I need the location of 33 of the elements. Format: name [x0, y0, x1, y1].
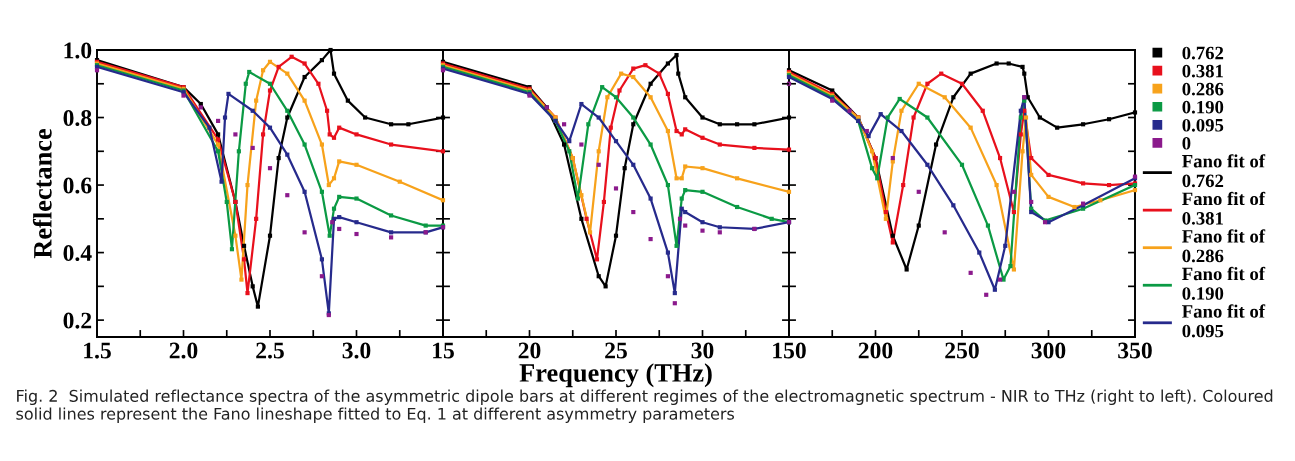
- y-tick-label: 1.0: [64, 42, 92, 59]
- y-tick-label: 0.4: [63, 245, 92, 262]
- y-tick-label: 0.6: [63, 177, 92, 194]
- legend-label: Fano fit of 0.190: [1182, 266, 1266, 300]
- legend-label: 0.190: [1182, 100, 1224, 114]
- x-tick-label: 15: [433, 342, 454, 359]
- x-tick-label: 150: [773, 342, 806, 359]
- x-tick-label: 350: [1118, 342, 1152, 359]
- x-tick-label: 1.5: [84, 342, 111, 359]
- y-tick-label: 0.8: [63, 110, 92, 127]
- legend-label: 0: [1182, 136, 1191, 150]
- x-tick-label: 300: [1031, 342, 1066, 359]
- y-axis-title: Reflectance: [32, 128, 52, 259]
- legend-label: Fano fit of 0.095: [1182, 304, 1266, 338]
- x-tick-label: 250: [945, 342, 979, 359]
- x-tick-label: 2.0: [169, 342, 198, 359]
- text: 0.762: [1182, 46, 1224, 60]
- x-tick-label: 25: [605, 342, 627, 359]
- x-axis-title: Frequency (THz): [519, 363, 712, 388]
- legend-label: Fano fit of 0.381: [1182, 191, 1266, 225]
- legend-label: Fano fit of 0.286: [1182, 229, 1266, 263]
- legend-label: 0.762: [1182, 174, 1224, 188]
- x-tick-label: 20: [518, 342, 541, 359]
- x-tick-label: 30: [691, 342, 714, 359]
- legend-label: 0.095: [1182, 118, 1224, 132]
- x-tick-label: 2.5: [256, 342, 284, 359]
- text: Fano fit of: [1182, 154, 1266, 168]
- legend-label: 0.381: [1182, 64, 1223, 78]
- caption: Fig. 2 Simulated reflectance spectra of the asymmetric dipole bars at different regimes of the electromagnetic spectrum - NIR to THz (right to left). Coloured solid lines represent the Fano lineshape fitted to Eq. 1 at different asymmetry parameters: [16, 389, 1273, 423]
- y-tick-label: 0.2: [63, 312, 92, 329]
- legend-label: 0.286: [1182, 82, 1224, 96]
- x-tick-label: 200: [858, 342, 893, 359]
- x-tick-label: 3.0: [342, 342, 371, 359]
